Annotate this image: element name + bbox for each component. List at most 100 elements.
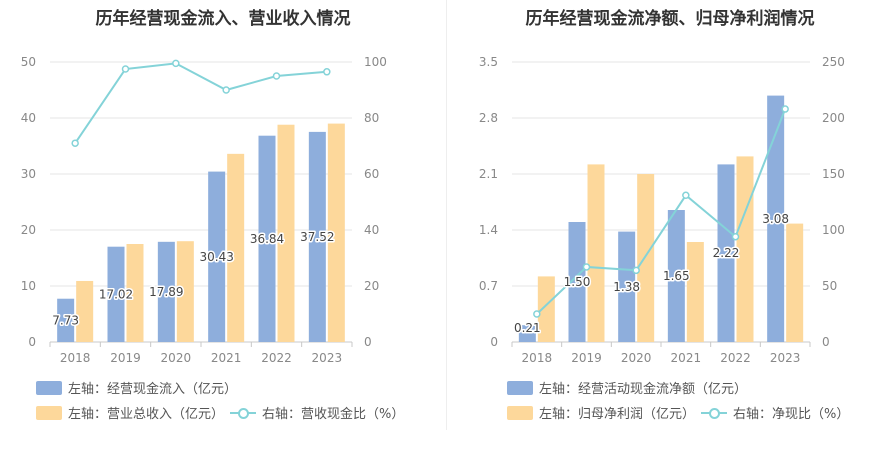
bar-secondary — [327, 123, 345, 342]
bar-data-label: 37.52 — [300, 230, 334, 244]
legend-item-bar1[interactable]: 左轴：经营活动现金流净额（亿元） — [507, 378, 747, 397]
legend-item-line[interactable]: 右轴：营收现金比（%） — [230, 403, 404, 422]
bar-primary — [107, 246, 125, 342]
left-axis-tick-label: 40 — [21, 111, 36, 125]
right-axis-tick-label: 0 — [364, 335, 372, 349]
legend-label: 右轴：净现比（%） — [733, 407, 850, 422]
x-axis-tick-label: 2020 — [621, 351, 652, 365]
line-point — [121, 65, 130, 73]
legend-item-bar1[interactable]: 左轴：经营现金流入（亿元） — [36, 378, 237, 397]
right-axis-tick-label: 60 — [364, 167, 379, 181]
left-axis-tick-label: 3.5 — [479, 55, 498, 69]
bar-data-label: 7.73 — [52, 313, 79, 327]
left-axis-tick-label: 50 — [21, 55, 36, 69]
chart-panel-left: 历年经营现金流入、营业收入情况 0 0 10 20 20 40 30 60 40 80 50 100 2… — [0, 0, 446, 458]
legend-item-bar2[interactable]: 左轴：营业总收入（亿元） — [36, 403, 224, 422]
legend-line-icon — [230, 406, 256, 420]
x-axis-tick-label: 2021 — [671, 351, 702, 365]
line-point — [781, 105, 789, 113]
legend-line-icon — [701, 406, 727, 420]
line-point — [582, 263, 591, 271]
bar-primary — [518, 325, 536, 342]
right-axis-tick-label: 100 — [364, 55, 387, 69]
bar-secondary — [786, 223, 804, 342]
x-axis-tick-label: 2019 — [110, 351, 141, 365]
x-axis-tick-label: 2022 — [720, 351, 751, 365]
left-axis-tick-label: 20 — [21, 223, 36, 237]
line-point — [323, 68, 331, 76]
bar-primary — [157, 241, 175, 342]
bar-data-label: 17.02 — [99, 287, 133, 301]
line-point — [682, 191, 690, 200]
left-axis-tick-label: 2.8 — [479, 111, 498, 125]
bar-data-label: 30.43 — [199, 250, 233, 264]
line-point — [731, 232, 740, 241]
x-axis-tick-label: 2023 — [770, 351, 801, 365]
bar-secondary — [227, 153, 245, 342]
bar-primary — [618, 231, 636, 342]
x-axis-tick-label: 2021 — [211, 351, 242, 365]
legend-label: 左轴：营业总收入（亿元） — [68, 407, 225, 422]
bar-secondary — [277, 124, 295, 342]
line-point — [222, 86, 230, 94]
legend-swatch — [36, 380, 62, 395]
bar-data-label: 1.38 — [613, 280, 640, 294]
bar-primary — [767, 95, 785, 342]
legend-swatch — [507, 405, 533, 420]
left-axis-tick-label: 2.1 — [479, 167, 498, 181]
bar-secondary — [587, 164, 605, 342]
bar-data-label: 36.84 — [250, 232, 284, 246]
legend-swatch — [36, 405, 62, 420]
right-axis-tick-label: 80 — [364, 111, 379, 125]
bar-data-label: 0.21 — [514, 321, 541, 335]
chart-title: 历年经营现金流净额、归母净利润情况 — [525, 9, 815, 29]
chart-panel-right: 历年经营现金流净额、归母净利润情况 0 0 0.7 50 1.4 100 2.1 150 2.8… — [447, 0, 893, 458]
right-axis-tick-label: 0 — [822, 335, 830, 349]
bar-secondary — [176, 241, 194, 342]
left-axis-tick-label: 0 — [28, 335, 36, 349]
right-axis-tick-label: 200 — [822, 111, 845, 125]
line-point — [172, 59, 180, 68]
x-axis-tick-label: 2022 — [261, 351, 292, 365]
left-axis-tick-label: 0.7 — [479, 279, 498, 293]
bar-primary — [258, 135, 276, 342]
bar-primary — [667, 210, 685, 342]
bar-secondary — [637, 174, 655, 342]
right-axis-tick-label: 150 — [822, 167, 845, 181]
x-axis-tick-label: 2023 — [312, 351, 343, 365]
legend-label: 左轴：经营现金流入（亿元） — [68, 382, 238, 397]
x-axis-tick-label: 2018 — [60, 351, 91, 365]
x-axis-tick-label: 2020 — [161, 351, 192, 365]
bar-secondary — [126, 244, 144, 342]
line-point — [632, 266, 640, 275]
bar-primary — [208, 171, 226, 342]
line-point — [71, 139, 79, 147]
line-point — [533, 310, 541, 318]
right-axis-tick-label: 20 — [364, 279, 379, 293]
legend-label: 右轴：营收现金比（%） — [262, 407, 405, 422]
left-axis-tick-label: 0 — [490, 335, 498, 349]
left-axis-tick-label: 30 — [21, 167, 36, 181]
legend-item-bar2[interactable]: 左轴：归母净利润（亿元） — [507, 403, 695, 422]
bar-primary — [308, 131, 326, 342]
line-point — [272, 72, 281, 80]
right-axis-tick-label: 40 — [364, 223, 379, 237]
legend-swatch — [507, 380, 533, 395]
line-series — [536, 108, 787, 315]
x-axis-tick-label: 2019 — [571, 351, 602, 365]
chart-title: 历年经营现金流入、营业收入情况 — [95, 9, 351, 29]
legend-item-line[interactable]: 右轴：净现比（%） — [701, 403, 849, 422]
right-axis-tick-label: 250 — [822, 55, 845, 69]
bar-data-label: 2.22 — [713, 246, 740, 260]
bar-primary — [57, 298, 75, 342]
legend-label: 左轴：经营活动现金流净额（亿元） — [539, 382, 748, 397]
bar-data-label: 3.08 — [762, 212, 789, 226]
line-series — [74, 62, 327, 144]
bar-secondary — [686, 242, 704, 342]
left-axis-tick-label: 10 — [21, 279, 36, 293]
bar-primary — [717, 164, 735, 342]
panel-divider — [446, 0, 447, 430]
right-axis-tick-label: 100 — [822, 223, 845, 237]
chart-svg: 0 0 0.7 50 1.4 100 2.1 150 2.8 200 3.5 250 2018 2019 2… — [479, 55, 845, 365]
